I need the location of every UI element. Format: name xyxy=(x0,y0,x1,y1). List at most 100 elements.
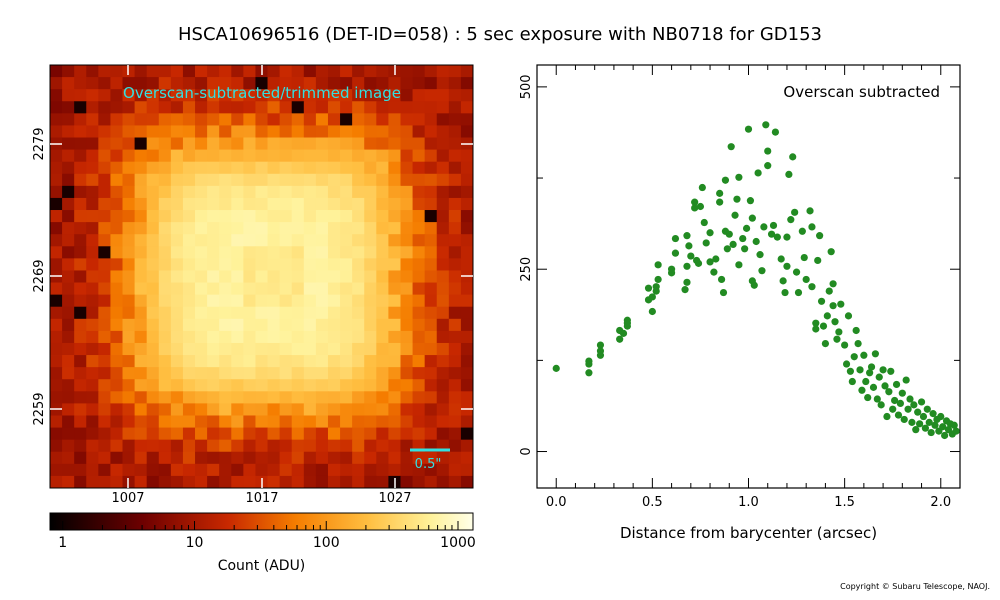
scatter-point xyxy=(939,423,947,431)
heatmap-cell xyxy=(279,451,293,465)
heatmap-cell xyxy=(146,342,160,356)
heatmap-cell xyxy=(182,318,196,332)
heatmap-cell xyxy=(146,355,160,368)
heatmap-cell xyxy=(460,149,474,163)
heatmap-cell xyxy=(267,475,281,489)
heatmap-cell xyxy=(448,342,462,356)
heatmap-cell xyxy=(436,427,450,441)
scatter-x-tick-label: 0.0 xyxy=(546,495,567,510)
scatter-point xyxy=(931,421,939,429)
heatmap-cell xyxy=(86,367,99,380)
heatmap-cell xyxy=(158,270,172,283)
scatter-point xyxy=(746,197,755,205)
heatmap-cell xyxy=(376,149,389,163)
heatmap-cell xyxy=(207,77,220,90)
heatmap-cell xyxy=(340,89,353,102)
heatmap-cell xyxy=(424,101,438,114)
heatmap-cell xyxy=(86,246,99,259)
heatmap-cell xyxy=(98,65,111,78)
heatmap-cell xyxy=(424,355,438,368)
heatmap-cell xyxy=(231,101,244,114)
heatmap-cell xyxy=(303,463,317,477)
heatmap-cell xyxy=(327,197,341,211)
scatter-point xyxy=(929,410,937,418)
heatmap-cell xyxy=(291,306,305,320)
heatmap-cell xyxy=(98,342,111,356)
heatmap-cell xyxy=(424,342,438,356)
heatmap-cell xyxy=(364,149,377,163)
heatmap-cell xyxy=(195,77,208,90)
heatmap-cell xyxy=(98,463,111,477)
heatmap-cell xyxy=(146,125,160,138)
heatmap-cell xyxy=(98,403,111,416)
heatmap-cell xyxy=(388,463,401,477)
heatmap-cell xyxy=(195,306,208,320)
heatmap-cell xyxy=(170,294,184,308)
heatmap-cell xyxy=(74,258,87,271)
heatmap-cell xyxy=(436,89,450,102)
heatmap-cell xyxy=(364,101,377,114)
image-y-tick-label: 2279 xyxy=(32,127,47,160)
heatmap-cell xyxy=(158,185,172,199)
heatmap-cell xyxy=(448,306,462,320)
heatmap-cell xyxy=(255,439,268,453)
scatter-point xyxy=(850,353,858,361)
heatmap-cell xyxy=(424,65,438,78)
heatmap-cell xyxy=(376,318,389,332)
scatter-point xyxy=(742,224,751,232)
heatmap-cell xyxy=(86,318,99,332)
heatmap-cell xyxy=(122,222,135,235)
heatmap-cell xyxy=(279,89,293,102)
heatmap-cell xyxy=(388,270,401,283)
heatmap-cell xyxy=(400,210,413,223)
heatmap-cell xyxy=(340,113,353,126)
scatter-point xyxy=(779,277,787,285)
scatter-point xyxy=(706,229,714,237)
scatter-point xyxy=(825,287,833,295)
heatmap-cell xyxy=(195,173,208,187)
heatmap-cell xyxy=(279,246,293,259)
heatmap-cell xyxy=(170,355,184,368)
heatmap-cell xyxy=(424,137,438,150)
heatmap-cell xyxy=(400,439,413,453)
scatter-point xyxy=(683,278,691,286)
heatmap-cell xyxy=(460,65,474,78)
scatter-point xyxy=(817,297,826,305)
heatmap-cell xyxy=(207,137,220,150)
heatmap-cell xyxy=(340,282,353,296)
heatmap-cell xyxy=(74,342,87,356)
heatmap-cell xyxy=(388,451,401,465)
heatmap-cell xyxy=(352,65,365,78)
heatmap-cell xyxy=(50,415,63,428)
heatmap-cell xyxy=(327,125,341,138)
heatmap-cell xyxy=(195,294,208,308)
heatmap-cell xyxy=(315,318,329,332)
heatmap-cell xyxy=(303,113,317,126)
heatmap-cell xyxy=(255,258,268,271)
heatmap-cell xyxy=(436,222,450,235)
heatmap-cell xyxy=(231,391,244,404)
heatmap-cell xyxy=(146,137,160,150)
heatmap-cell xyxy=(291,379,305,392)
heatmap-cell xyxy=(86,197,99,211)
heatmap-cell xyxy=(436,113,450,126)
heatmap-cell xyxy=(412,125,426,138)
heatmap-cell xyxy=(400,65,413,78)
scatter-point xyxy=(871,350,880,358)
heatmap-cell xyxy=(182,222,196,235)
heatmap-cell xyxy=(424,113,438,126)
heatmap-cell xyxy=(448,355,462,368)
scatter-point xyxy=(683,232,691,240)
heatmap-cell xyxy=(158,89,172,102)
scatter-point xyxy=(783,233,791,241)
heatmap-cell xyxy=(219,330,232,344)
heatmap-cell xyxy=(207,355,220,368)
scatter-point xyxy=(898,389,906,397)
heatmap-cell xyxy=(134,379,148,392)
heatmap-cell xyxy=(315,113,329,126)
heatmap-cell xyxy=(364,222,377,235)
heatmap-cell xyxy=(207,149,220,163)
heatmap-cell xyxy=(255,342,268,356)
heatmap-cell xyxy=(62,77,75,90)
heatmap-cell xyxy=(327,379,341,392)
